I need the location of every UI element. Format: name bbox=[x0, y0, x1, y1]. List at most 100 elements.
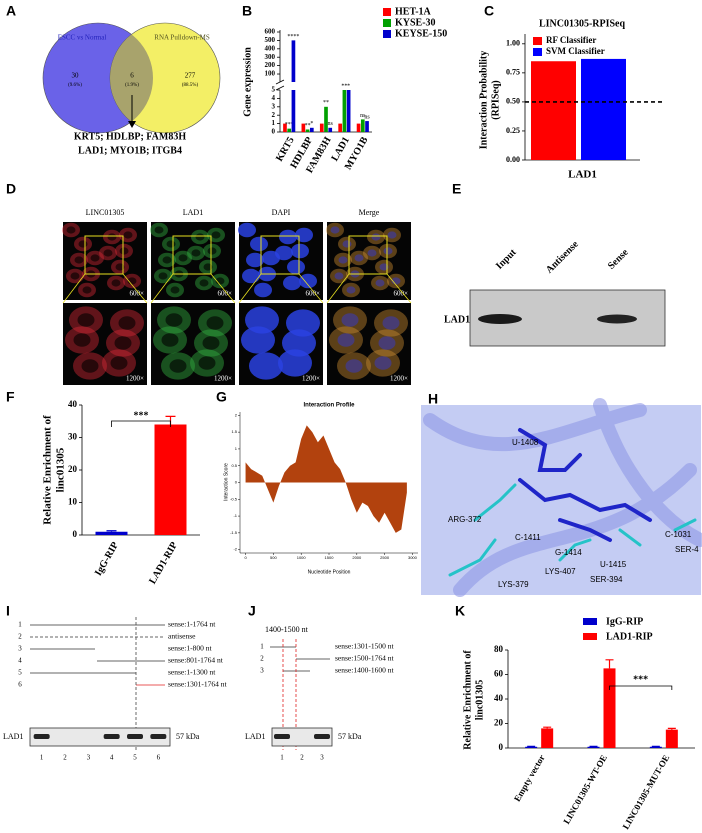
y-tick-label: 5 bbox=[272, 86, 276, 94]
bar bbox=[291, 40, 296, 132]
x-tick-label: Empty vector bbox=[512, 753, 547, 803]
zoom-line bbox=[62, 273, 86, 304]
structure bbox=[423, 398, 702, 597]
band bbox=[103, 734, 120, 739]
shape bbox=[423, 398, 702, 597]
venn-count: 277 bbox=[185, 72, 196, 80]
row-number: 6 bbox=[18, 681, 22, 689]
zoom-line bbox=[150, 273, 174, 304]
y-tick-label: 0.75 bbox=[506, 68, 520, 77]
zoom-box bbox=[84, 235, 124, 275]
residue: SER-394 bbox=[590, 575, 623, 584]
shape bbox=[518, 428, 652, 542]
lane-number: 2 bbox=[63, 754, 67, 762]
y-tick-label: 600 bbox=[265, 28, 276, 36]
y-tick-label: 1.00 bbox=[506, 39, 520, 48]
area bbox=[245, 425, 407, 533]
band bbox=[274, 734, 290, 739]
panel-label: H bbox=[428, 391, 438, 407]
x-tick-label: IgG-RIP bbox=[93, 540, 121, 578]
panel-label: A bbox=[6, 3, 16, 19]
y-tick-label: 0 bbox=[73, 529, 78, 539]
nucleus bbox=[73, 333, 91, 347]
nucleus bbox=[206, 316, 224, 330]
row-number: 5 bbox=[18, 669, 22, 677]
cell bbox=[278, 349, 312, 377]
cell bbox=[241, 326, 275, 354]
fragment-label: antisense bbox=[168, 632, 196, 641]
y-axis-label: Gene expression bbox=[242, 47, 253, 117]
nucleus bbox=[81, 359, 99, 373]
magnification: 1200× bbox=[214, 375, 232, 383]
residue: ARG-372 bbox=[448, 515, 482, 524]
nucleus bbox=[70, 272, 80, 280]
residue-labels: U-1408 ARG-372 C-1411 G-1414 U-1415 LYS-… bbox=[448, 438, 699, 589]
nucleus bbox=[371, 233, 381, 241]
nucleus bbox=[383, 247, 393, 255]
nucleus bbox=[119, 247, 129, 255]
nucleus bbox=[110, 356, 128, 370]
cell bbox=[282, 329, 316, 357]
nucleus bbox=[378, 336, 396, 350]
zoom-box bbox=[348, 235, 388, 275]
zoom-box bbox=[172, 235, 212, 275]
venn-overlap bbox=[110, 23, 153, 133]
y-tick-label: 4 bbox=[272, 94, 276, 102]
bar bbox=[356, 123, 361, 132]
panel-label: J bbox=[248, 603, 256, 619]
protein-label: LAD1 bbox=[245, 732, 265, 741]
nucleus bbox=[162, 256, 172, 264]
lane-number: 3 bbox=[87, 754, 91, 762]
significance: **** bbox=[287, 34, 299, 40]
row-number: 2 bbox=[260, 655, 264, 663]
residue: U-1408 bbox=[512, 438, 539, 447]
lane-number: 3 bbox=[320, 754, 324, 762]
fragment-label: sense:1301-1500 nt bbox=[335, 642, 394, 651]
y-tick-label: 40 bbox=[68, 399, 78, 409]
nucleus bbox=[165, 313, 183, 327]
blot bbox=[29, 727, 171, 747]
nucleus bbox=[77, 313, 95, 327]
bar bbox=[649, 746, 662, 748]
nucleus bbox=[346, 286, 356, 294]
row-number: 3 bbox=[18, 645, 22, 653]
region-label: 1400-1500 nt bbox=[265, 625, 309, 634]
venn-title: RNA Pulldown-MS bbox=[154, 34, 210, 42]
bar bbox=[324, 106, 328, 132]
bar bbox=[319, 123, 324, 132]
nucleus bbox=[382, 316, 400, 330]
x-tick-label: LINC01305-WT-OE bbox=[561, 753, 609, 826]
legend-label: RF Classifier bbox=[546, 35, 596, 45]
lane-label: Antisense bbox=[544, 238, 581, 275]
error-bar bbox=[106, 530, 117, 532]
residue: LYS-407 bbox=[545, 567, 576, 576]
fragment-label: sense:1400-1600 nt bbox=[335, 666, 394, 675]
nucleus bbox=[170, 286, 180, 294]
nucleus bbox=[74, 256, 84, 264]
cell bbox=[283, 275, 301, 291]
bar bbox=[346, 90, 351, 132]
row-number: 1 bbox=[18, 621, 22, 629]
x-tick-label: 2500 bbox=[380, 555, 390, 560]
venn-count: 6 bbox=[130, 72, 134, 80]
y-axis-label: Relative Enrichment of bbox=[462, 650, 473, 750]
x-tick-label: 1500 bbox=[325, 555, 335, 560]
legend-label: IgG-RIP bbox=[606, 616, 643, 627]
lane-number: 1 bbox=[40, 754, 44, 762]
y-tick-label: 20 bbox=[494, 718, 504, 728]
residue: C-1411 bbox=[515, 533, 541, 542]
legend-swatch bbox=[583, 633, 597, 640]
magnification: 600× bbox=[394, 290, 409, 298]
nucleus bbox=[166, 240, 176, 248]
bar bbox=[531, 61, 576, 160]
legend-label: LAD1-RIP bbox=[606, 631, 653, 642]
y-tick-label: 0 bbox=[235, 480, 238, 485]
bar bbox=[581, 58, 626, 160]
legend-swatch bbox=[533, 48, 542, 56]
nucleus bbox=[127, 277, 137, 285]
row-number: 1 bbox=[260, 643, 264, 651]
nucleus bbox=[118, 316, 136, 330]
cell bbox=[254, 282, 272, 298]
nucleus bbox=[82, 286, 92, 294]
